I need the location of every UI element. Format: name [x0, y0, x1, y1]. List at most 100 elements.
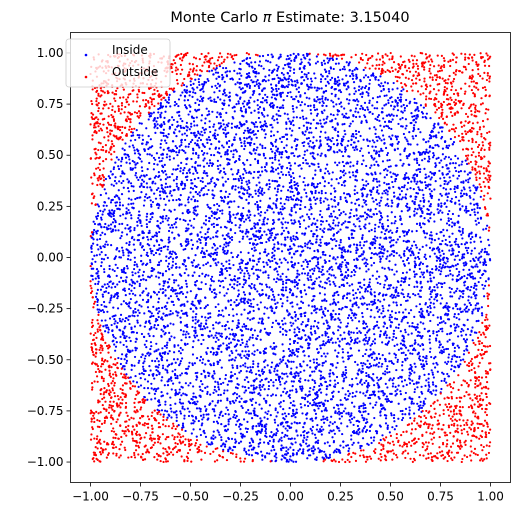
inside-point: [105, 240, 108, 243]
inside-point: [292, 400, 295, 403]
inside-point: [439, 218, 443, 221]
inside-point: [268, 369, 271, 372]
inside-point: [246, 317, 249, 320]
inside-point: [210, 223, 213, 226]
inside-point: [210, 180, 213, 183]
inside-point: [362, 407, 365, 410]
inside-point: [283, 202, 286, 206]
inside-point: [375, 357, 379, 360]
inside-point: [194, 322, 197, 325]
inside-point: [183, 184, 187, 187]
inside-point: [204, 296, 207, 300]
inside-point: [215, 218, 219, 221]
inside-point: [258, 237, 261, 240]
inside-point: [115, 201, 119, 204]
inside-point: [222, 123, 225, 126]
inside-point: [391, 180, 394, 184]
inside-point: [290, 354, 293, 357]
inside-point: [254, 288, 257, 291]
inside-point: [358, 291, 362, 294]
inside-point: [257, 321, 260, 324]
inside-point: [209, 364, 213, 367]
inside-point: [201, 177, 204, 180]
inside-point: [399, 393, 403, 396]
inside-point: [224, 306, 227, 309]
inside-point: [217, 303, 220, 306]
inside-point: [253, 100, 256, 103]
inside-point: [401, 271, 405, 275]
inside-point: [390, 293, 393, 296]
inside-point: [280, 165, 283, 168]
inside-point: [421, 273, 424, 276]
inside-point: [361, 237, 364, 240]
inside-point: [324, 136, 327, 139]
inside-point: [227, 235, 230, 238]
inside-point: [116, 247, 119, 250]
inside-point: [480, 306, 483, 309]
inside-point: [220, 436, 223, 439]
inside-point: [263, 191, 266, 194]
inside-point: [207, 312, 210, 315]
inside-point: [139, 196, 142, 199]
inside-point: [138, 359, 141, 362]
inside-point: [335, 375, 339, 379]
inside-point: [276, 369, 279, 372]
inside-point: [155, 231, 158, 234]
inside-point: [392, 286, 395, 289]
inside-point: [452, 307, 455, 310]
inside-point: [230, 126, 233, 129]
inside-point: [183, 99, 186, 102]
inside-point: [400, 105, 403, 108]
inside-point: [177, 186, 180, 190]
inside-point: [379, 282, 382, 286]
inside-point: [385, 188, 388, 192]
inside-point: [477, 270, 480, 273]
inside-point: [352, 81, 356, 84]
inside-point: [234, 416, 237, 420]
inside-point: [317, 263, 320, 266]
inside-point: [252, 265, 255, 268]
inside-point: [123, 358, 126, 361]
inside-point: [118, 204, 122, 207]
inside-point: [340, 251, 344, 254]
inside-point: [318, 87, 321, 90]
inside-point: [456, 263, 459, 266]
inside-point: [409, 247, 413, 250]
inside-point: [435, 294, 438, 298]
inside-point: [312, 403, 315, 406]
inside-point: [284, 173, 288, 177]
inside-point: [309, 122, 313, 125]
inside-point: [476, 309, 480, 312]
inside-point: [294, 238, 297, 241]
inside-point: [255, 377, 258, 380]
inside-point: [293, 180, 296, 184]
inside-point: [372, 439, 375, 442]
inside-point: [354, 202, 357, 205]
inside-point: [233, 61, 236, 64]
inside-point: [454, 190, 457, 194]
inside-point: [352, 423, 355, 427]
inside-point: [403, 234, 406, 237]
inside-point: [386, 153, 389, 157]
inside-point: [361, 195, 364, 198]
inside-point: [460, 257, 464, 260]
inside-point: [324, 167, 327, 170]
inside-point: [264, 156, 267, 160]
inside-point: [363, 381, 366, 385]
inside-point: [91, 258, 94, 261]
inside-point: [326, 352, 329, 355]
inside-point: [101, 213, 104, 216]
inside-point: [216, 229, 219, 233]
inside-point: [194, 142, 197, 145]
inside-point: [299, 380, 302, 383]
inside-point: [305, 438, 308, 441]
inside-point: [378, 275, 381, 278]
inside-point: [383, 94, 386, 97]
inside-point: [343, 258, 347, 262]
inside-point: [294, 315, 297, 318]
inside-point: [213, 372, 216, 375]
inside-point: [358, 220, 361, 223]
inside-point: [309, 366, 312, 369]
inside-point: [289, 455, 292, 458]
inside-point: [294, 441, 297, 444]
